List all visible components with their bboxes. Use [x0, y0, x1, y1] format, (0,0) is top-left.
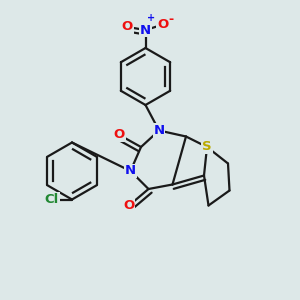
Text: N: N — [140, 23, 151, 37]
Text: -: - — [169, 13, 174, 26]
Text: O: O — [114, 128, 125, 142]
Text: +: + — [147, 13, 156, 23]
Text: O: O — [122, 20, 133, 34]
Text: S: S — [202, 140, 212, 154]
Text: O: O — [123, 199, 135, 212]
Text: O: O — [157, 18, 169, 31]
Text: N: N — [153, 124, 165, 137]
Text: N: N — [125, 164, 136, 178]
Text: Cl: Cl — [44, 193, 59, 206]
